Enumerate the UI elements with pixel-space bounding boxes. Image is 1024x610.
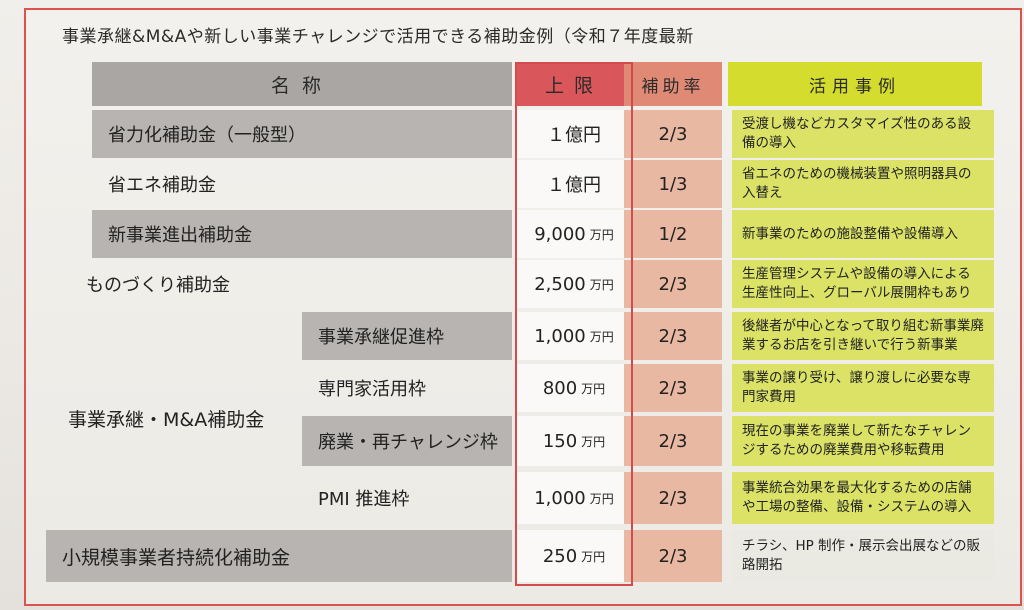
limit-value: 250 [542, 545, 578, 567]
row-limit: 9,000 万円 [517, 210, 631, 258]
row-use: 受渡し機などカスタマイズ性のある設備の導入 [732, 110, 994, 158]
limit-unit: 万円 [581, 434, 606, 449]
row-name: 専門家活用枠 [318, 379, 426, 400]
row-rate: 2/3 [624, 110, 722, 158]
row-use: 事業統合効果を最大化するための店舗や工場の整備、設備・システムの導入 [732, 472, 994, 524]
limit-unit: 万円 [589, 491, 614, 506]
header-name: 名称 [92, 62, 512, 106]
row-use: 省エネのための機械装置や照明器具の入替え [732, 160, 994, 208]
row-use: 事業の譲り受け、譲り渡しに必要な専門家費用 [732, 364, 994, 412]
row-rate: 2/3 [624, 472, 722, 524]
row-limit: 1,000 万円 [517, 472, 631, 524]
row-rate: 2/3 [624, 530, 722, 582]
row-limit: 1,000 万円 [517, 312, 631, 360]
row-name: ものづくり補助金 [86, 275, 230, 296]
header-rate: 補助率 [624, 62, 722, 106]
row-name: 事業承継促進枠 [302, 312, 512, 360]
row-name: 廃業・再チャレンジ枠 [302, 416, 512, 466]
row-limit: 800 万円 [517, 364, 631, 412]
group-label: 事業承継・M&A補助金 [68, 408, 265, 431]
row-limit: 2,500 万円 [517, 260, 631, 308]
row-limit: 150 万円 [517, 416, 631, 466]
row-use: 現在の事業を廃業して新たなチャレンジするための廃業費用や移転費用 [732, 416, 994, 466]
limit-value: 150 [542, 430, 578, 452]
row-use: 後継者が中心となって取り組む新事業廃業するお店を引き継いで行う新事業 [732, 312, 994, 360]
limit-value: 800 [542, 377, 578, 399]
row-name: 省エネ補助金 [108, 175, 216, 196]
limit-unit: 万円 [589, 227, 614, 242]
row-rate: 1/2 [624, 210, 722, 258]
row-name: 新事業進出補助金 [92, 210, 512, 258]
limit-value: 2,500 [534, 273, 586, 295]
row-use: 新事業のための施設整備や設備導入 [732, 210, 994, 258]
page-title: 事業承継&M&Aや新しい事業チャレンジで活用できる補助金例（令和７年度最新 [62, 27, 694, 47]
limit-value: 9,000 [534, 223, 586, 245]
row-rate: 2/3 [624, 364, 722, 412]
row-limit: 250 万円 [517, 530, 631, 582]
limit-value: 1,000 [534, 325, 586, 347]
row-use: チラシ、HP 制作・展示会出展などの販路開拓 [732, 530, 994, 582]
limit-unit: 万円 [589, 277, 614, 292]
row-rate: 2/3 [624, 416, 722, 466]
row-limit: １億円 [517, 110, 631, 158]
row-use: 生産管理システムや設備の導入による生産性向上、グローバル展開枠もあり [732, 260, 994, 308]
limit-unit: 万円 [581, 381, 606, 396]
row-rate: 2/3 [624, 260, 722, 308]
row-name: 省力化補助金（一般型） [92, 110, 512, 158]
row-rate: 1/3 [624, 160, 722, 208]
header-limit: 上限 [517, 62, 631, 106]
limit-unit: 万円 [589, 329, 614, 344]
row-name: PMI 推進枠 [318, 489, 410, 510]
limit-value: 1,000 [534, 487, 586, 509]
header-use: 活用事例 [728, 62, 982, 106]
row-limit: １億円 [517, 160, 631, 208]
row-rate: 2/3 [624, 312, 722, 360]
row-name: 小規模事業者持続化補助金 [46, 530, 512, 582]
limit-unit: 万円 [581, 549, 606, 564]
